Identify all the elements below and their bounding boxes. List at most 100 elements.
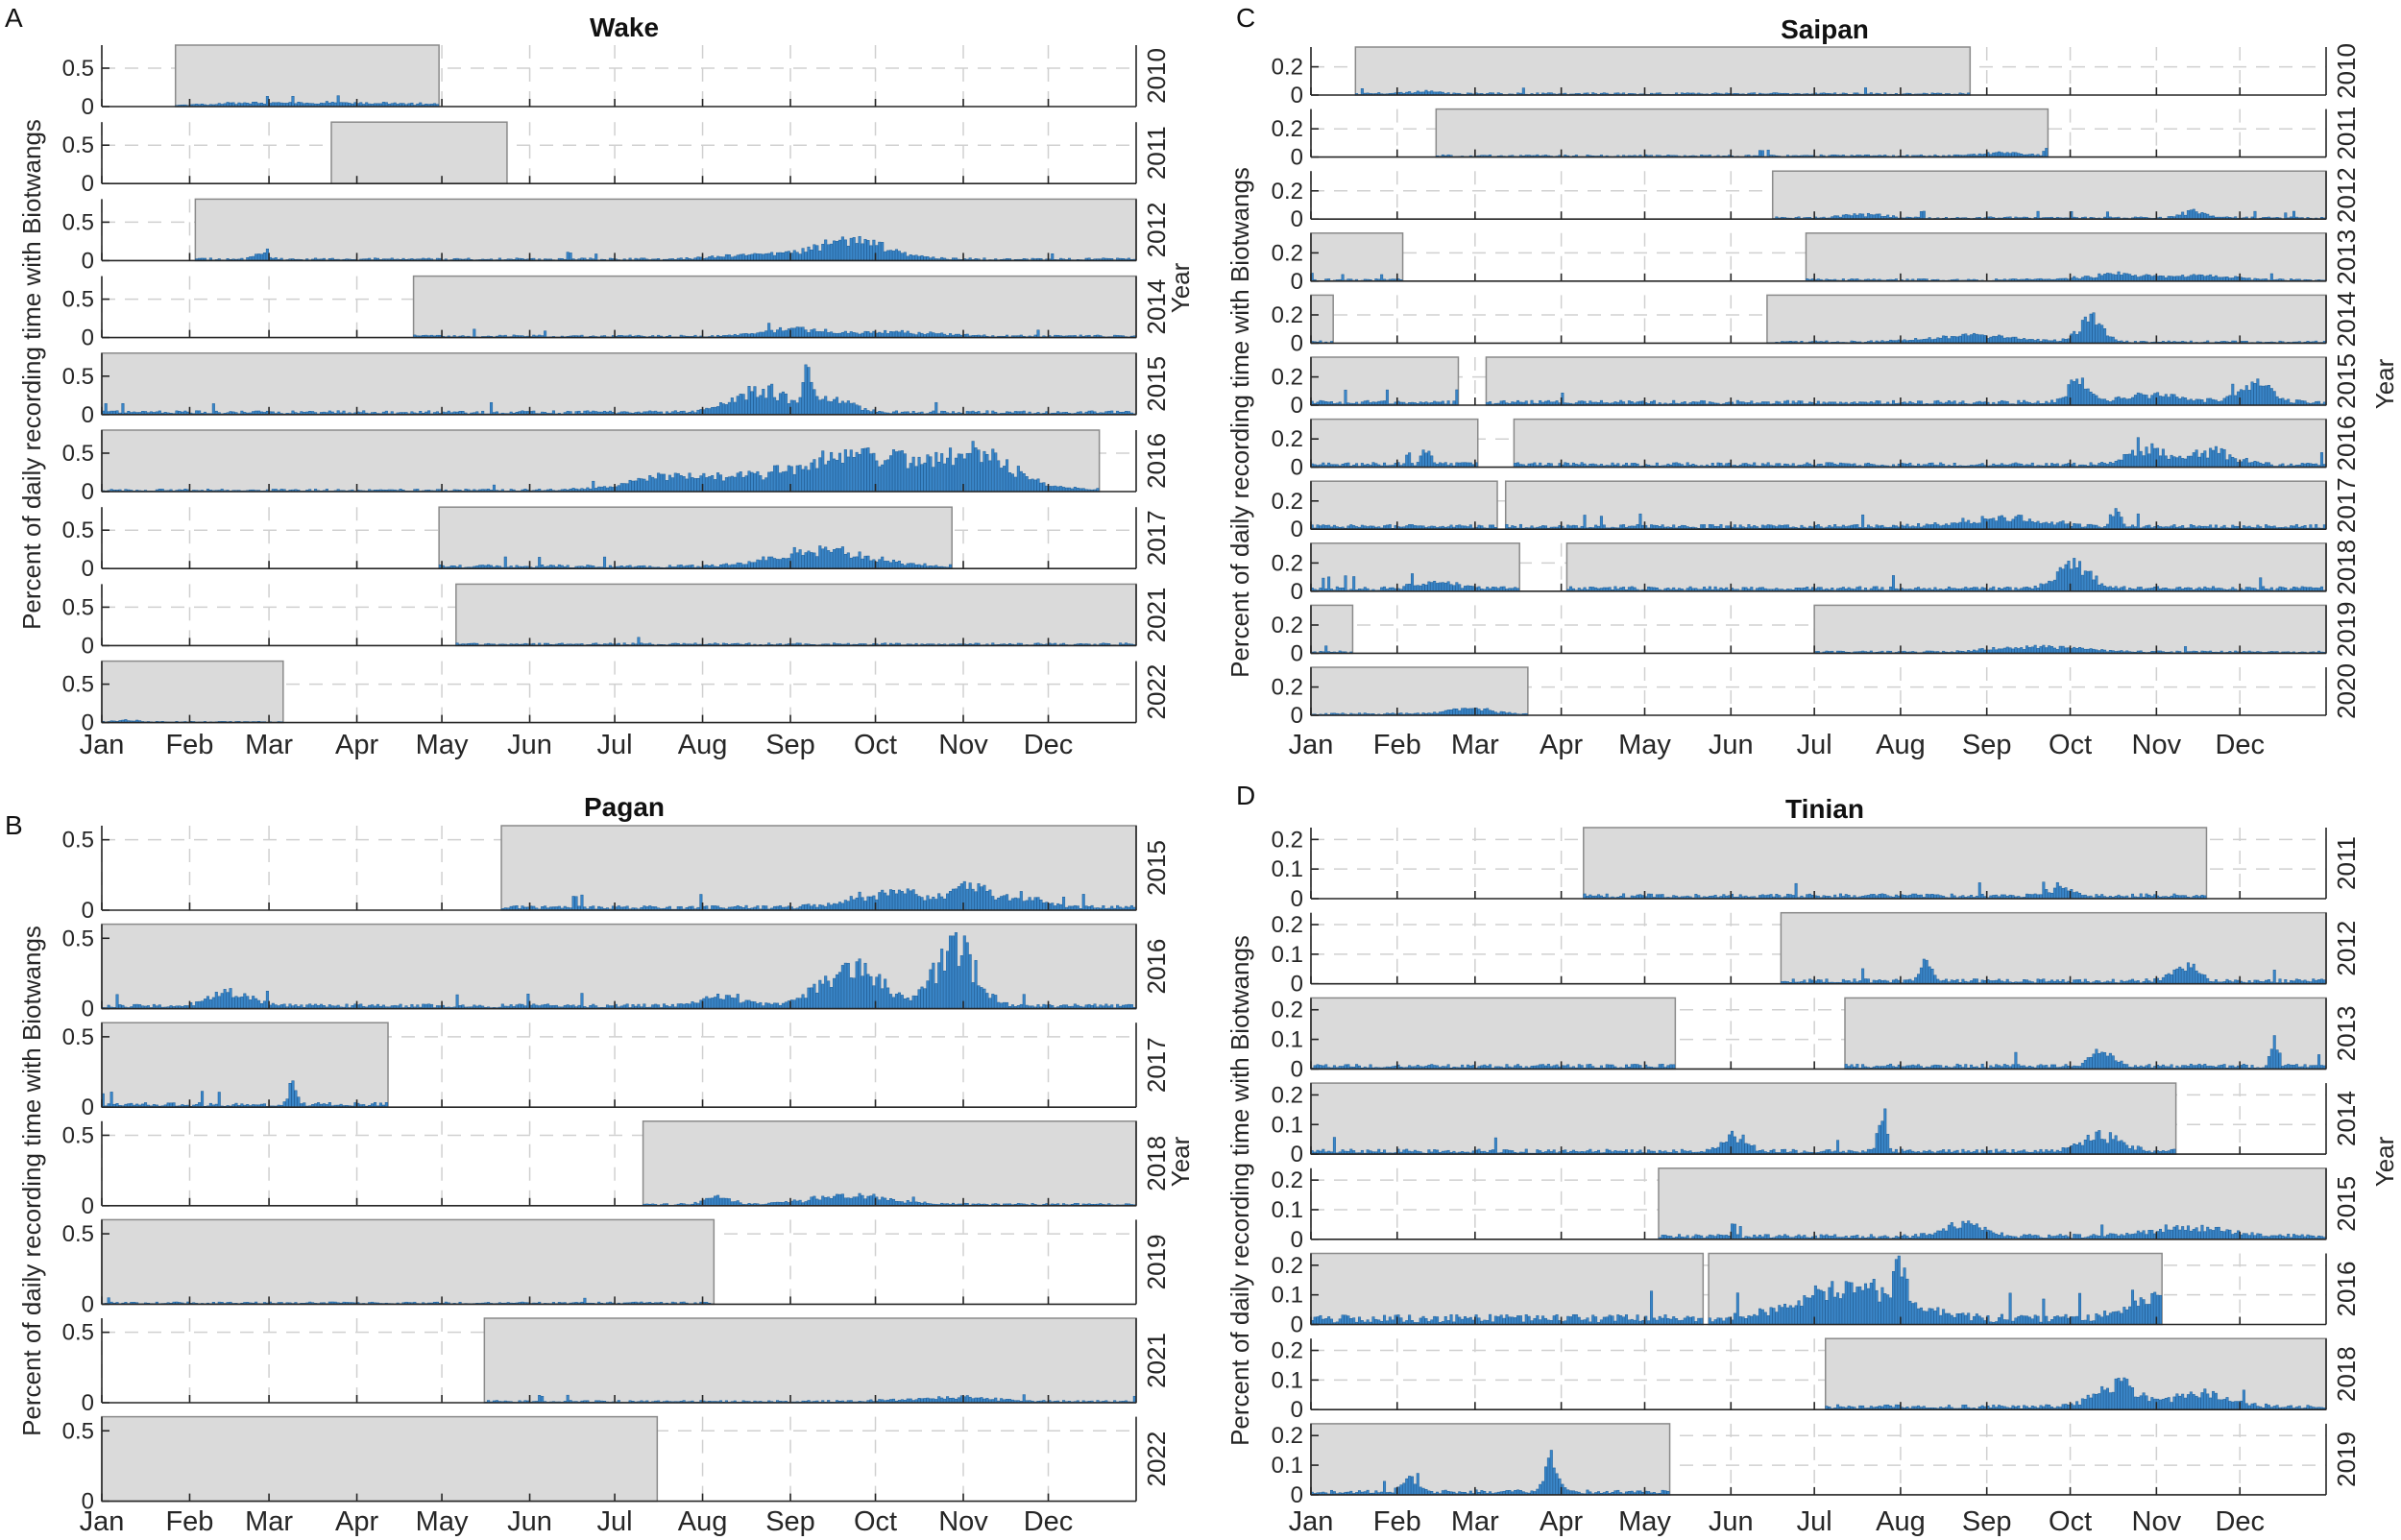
bar (2203, 212, 2207, 220)
panel-C: C Saipan Percent of daily recording time w… (1225, 3, 2399, 760)
bar (795, 326, 799, 338)
bar (889, 331, 893, 338)
bar (891, 331, 896, 338)
bar (1945, 523, 1949, 530)
bar (994, 452, 998, 493)
bar (1972, 521, 1976, 530)
bar (2045, 148, 2049, 157)
bar (863, 555, 867, 569)
bar (2206, 457, 2210, 468)
bar (2073, 381, 2076, 406)
bar (900, 253, 904, 261)
bar (724, 253, 728, 261)
bar (1405, 584, 1409, 592)
bar (2167, 397, 2171, 406)
bar (1975, 522, 1978, 530)
recording-period (1485, 356, 2327, 406)
bar (744, 475, 748, 493)
bar (2131, 397, 2135, 406)
year-label: 2010 (2332, 43, 2361, 99)
month-label: Sep (765, 730, 815, 760)
bar (2297, 399, 2301, 406)
bar (2042, 584, 2046, 592)
bar (2114, 397, 2118, 406)
bar (1866, 212, 1870, 220)
bar (881, 556, 885, 569)
bar (2089, 391, 2093, 406)
bar (2073, 558, 2076, 592)
bar (2027, 518, 2031, 530)
year-label: 2014 (2332, 291, 2361, 347)
bar (911, 456, 915, 493)
bar (1950, 522, 1953, 530)
bar (2108, 514, 2112, 530)
bar (1344, 389, 1347, 406)
bar (2008, 337, 2012, 344)
bar (2128, 274, 2132, 282)
bar (897, 561, 901, 569)
bar (818, 457, 822, 493)
bar (869, 245, 873, 261)
bar (1933, 522, 1937, 530)
bar (982, 450, 986, 493)
bar (628, 479, 632, 493)
bar (727, 254, 731, 261)
subplot-2015: 0 0.5 2015 (62, 352, 1171, 428)
bar (730, 475, 734, 493)
bar (1327, 576, 1331, 592)
bar (750, 391, 754, 416)
bar (2075, 567, 2079, 592)
bar (2011, 518, 2015, 530)
bar (1449, 584, 1453, 592)
bar (2269, 273, 2273, 282)
bar (759, 253, 763, 261)
bar (489, 401, 494, 416)
bar (815, 396, 819, 416)
bar (804, 329, 808, 338)
bar (2103, 398, 2107, 406)
bar (2214, 445, 2218, 468)
bar (708, 476, 712, 493)
bar (863, 330, 867, 338)
y-axis-title: Percent of daily recording time with Bio… (17, 119, 46, 630)
bar (830, 401, 834, 416)
bar (2000, 335, 2003, 344)
bar (1998, 334, 2001, 344)
bar (807, 550, 811, 569)
bar (1424, 584, 1428, 592)
bar (903, 453, 907, 493)
bar (2098, 273, 2101, 282)
bar (849, 331, 853, 338)
bar (750, 471, 754, 493)
bar (840, 331, 844, 338)
bar (1036, 329, 1040, 338)
bar (886, 459, 890, 493)
bar (2128, 398, 2132, 406)
bar (1380, 274, 1384, 282)
bar (2292, 210, 2295, 220)
bar (2195, 211, 2198, 220)
bar (121, 403, 125, 416)
bar (985, 454, 989, 493)
bar (812, 459, 816, 493)
bar (1599, 516, 1603, 530)
bar (2075, 523, 2079, 530)
bar (1360, 88, 1364, 96)
bar (2008, 520, 2012, 530)
bar (2200, 275, 2204, 282)
bar (1419, 585, 1422, 592)
bar (1977, 522, 1981, 530)
bar (325, 101, 328, 108)
bar (2117, 271, 2121, 282)
bar (884, 329, 887, 338)
bar (2287, 398, 2291, 406)
bar (603, 556, 607, 569)
bar (2023, 520, 2026, 530)
bar (2075, 378, 2079, 406)
bar (2092, 579, 2096, 592)
month-label: Mar (245, 730, 293, 760)
bar (685, 478, 689, 493)
bar (781, 330, 785, 338)
bar (2133, 455, 2137, 468)
bar (2206, 397, 2210, 406)
